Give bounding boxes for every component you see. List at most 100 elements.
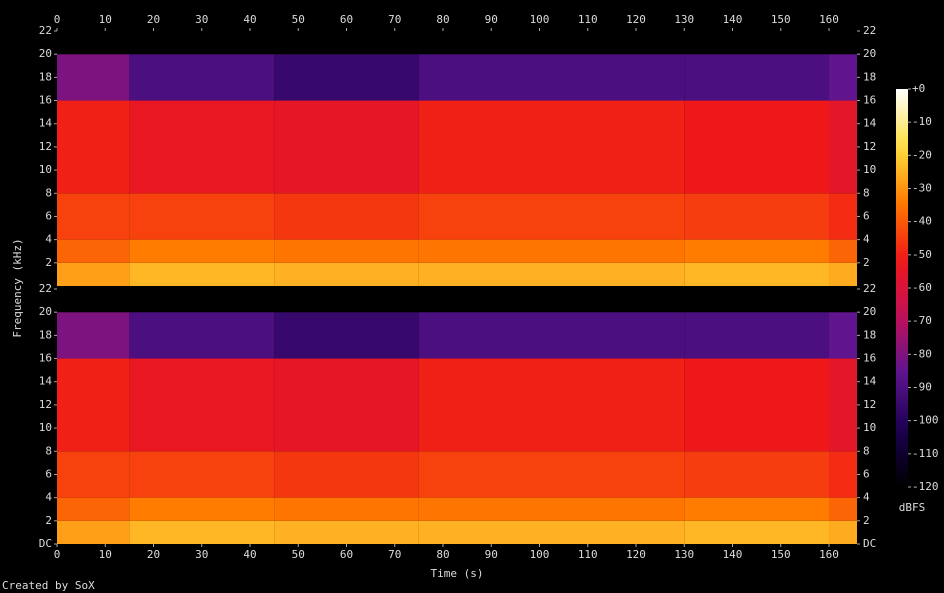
spectrogram-cell <box>274 312 419 359</box>
spectrogram-cell <box>418 312 685 359</box>
spectrogram-cell <box>129 100 275 194</box>
spectrogram-cell <box>129 497 275 521</box>
y-tick-label-right: 6 <box>863 467 870 480</box>
spectrogram-cell <box>129 193 275 240</box>
x-tick-label: 160 <box>819 548 839 561</box>
x-tick-label: 80 <box>436 548 449 561</box>
spectrogram-cell <box>829 520 857 544</box>
spectrogram-cell <box>418 31 685 55</box>
spectrogram-cell <box>829 451 857 498</box>
y-tick-label: 2 <box>45 256 52 269</box>
spectrogram-cell <box>684 100 830 194</box>
x-tick-label: 140 <box>723 548 743 561</box>
colorbar-tick-label: -10 <box>912 115 932 128</box>
y-tick-label: 16 <box>39 94 52 107</box>
colorbar-tick-label: -30 <box>912 182 932 195</box>
spectrogram-cell <box>418 193 685 240</box>
spectrogram-cell <box>829 289 857 313</box>
spectrogram-cell <box>418 497 685 521</box>
spectrogram-cell <box>57 239 130 263</box>
x-tick-label-top: 30 <box>195 13 208 26</box>
y-tick-label-right: 8 <box>863 444 870 457</box>
spectrogram-cell <box>57 31 130 55</box>
colorbar-tick-label: -20 <box>912 148 932 161</box>
x-tick-label: 60 <box>340 548 353 561</box>
y-tick-label: DC <box>39 537 52 550</box>
colorbar <box>896 89 908 487</box>
colorbar-tick-label: -100 <box>912 414 939 427</box>
footer: Created by SoX <box>2 579 95 592</box>
x-tick-label: 120 <box>626 548 646 561</box>
colorbar-tick-label: -120 <box>912 480 939 493</box>
spectrogram-cell <box>274 289 419 313</box>
spectrogram-cell <box>129 262 275 286</box>
x-axis-label: Time (s) <box>431 567 484 580</box>
y-tick-label-right: 16 <box>863 94 876 107</box>
spectrogram-cell <box>418 54 685 101</box>
x-tick-label-top: 140 <box>723 13 743 26</box>
spectrogram-cell <box>57 100 130 194</box>
y-tick-label: 2 <box>45 514 52 527</box>
x-tick-label-top: 20 <box>147 13 160 26</box>
x-tick-label-top: 60 <box>340 13 353 26</box>
spectrogram-cell <box>129 31 275 55</box>
y-tick-label: 6 <box>45 209 52 222</box>
spectrogram-cell <box>129 289 275 313</box>
spectrogram-cell <box>684 31 830 55</box>
x-tick-label: 110 <box>578 548 598 561</box>
y-tick-label: 10 <box>39 163 52 176</box>
spectrogram-cell <box>274 497 419 521</box>
x-tick-label: 150 <box>771 548 791 561</box>
spectrogram-cell <box>274 31 419 55</box>
x-tick-label: 30 <box>195 548 208 561</box>
y-tick-label: 6 <box>45 467 52 480</box>
spectrogram-cell <box>684 497 830 521</box>
spectrogram-cell <box>684 289 830 313</box>
x-tick-label-top: 40 <box>243 13 256 26</box>
y-tick-label-right: 10 <box>863 421 876 434</box>
y-tick-label-right: 4 <box>863 491 870 504</box>
x-tick-label-top: 110 <box>578 13 598 26</box>
colorbar-label: dBFS <box>899 501 926 514</box>
x-tick-label-top: 130 <box>674 13 694 26</box>
colorbar-tick-label: -90 <box>912 381 932 394</box>
y-tick-label-right: 22 <box>863 24 876 37</box>
spectrogram-cell <box>129 451 275 498</box>
spectrogram-cell <box>274 239 419 263</box>
spectrogram-cell <box>684 312 830 359</box>
spectrogram-cell <box>57 193 130 240</box>
x-tick-label-top: 0 <box>54 13 61 26</box>
spectrogram-cell <box>274 100 419 194</box>
spectrogram-cell <box>57 358 130 452</box>
y-tick-label-right: 2 <box>863 256 870 269</box>
spectrogram-cell <box>57 312 130 359</box>
spectrogram-cell <box>129 520 275 544</box>
x-tick-label-top: 100 <box>530 13 550 26</box>
spectrogram-cell <box>57 54 130 101</box>
y-tick-label-right: 22 <box>863 282 876 295</box>
x-tick-label-top: 70 <box>388 13 401 26</box>
colorbar-tick-label: -80 <box>912 347 932 360</box>
x-tick-label: 20 <box>147 548 160 561</box>
spectrogram-cell <box>274 54 419 101</box>
spectrogram-cell <box>274 358 419 452</box>
y-tick-label: 18 <box>39 70 52 83</box>
x-tick-label: 0 <box>54 548 61 561</box>
spectrogram-cell <box>829 497 857 521</box>
spectrogram-cell <box>829 193 857 240</box>
y-tick-label-right: 12 <box>863 398 876 411</box>
y-tick-label: 4 <box>45 491 52 504</box>
spectrogram-cell <box>129 54 275 101</box>
spectrogram-cell <box>57 289 130 313</box>
x-tick-label: 90 <box>485 548 498 561</box>
x-tick-label-top: 50 <box>292 13 305 26</box>
y-tick-label-right: 18 <box>863 70 876 83</box>
x-tick-label: 10 <box>99 548 112 561</box>
y-tick-label: 22 <box>39 282 52 295</box>
spectrogram-cell <box>829 239 857 263</box>
y-tick-label: 12 <box>39 140 52 153</box>
x-tick-label-top: 160 <box>819 13 839 26</box>
spectrogram-cell <box>684 262 830 286</box>
spectrogram-cell <box>418 262 685 286</box>
x-tick-label-top: 80 <box>436 13 449 26</box>
